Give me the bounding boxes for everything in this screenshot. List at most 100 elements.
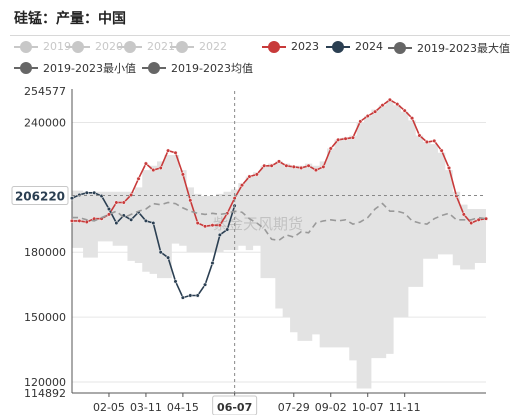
data-point-2023 (114, 200, 119, 205)
data-point-2023 (217, 223, 222, 228)
data-point-2024 (225, 227, 230, 232)
legend-label: 2019 (43, 40, 71, 53)
data-point-2023 (84, 219, 89, 225)
legend-item-2024[interactable]: 2024 (326, 40, 383, 53)
data-point-2023 (410, 116, 415, 121)
data-point-2024 (203, 282, 208, 287)
legend-label: 2022 (199, 40, 227, 53)
data-point-2023 (129, 192, 134, 197)
legend-label: 2019-2023最小值 (43, 62, 136, 75)
data-point-2023 (121, 200, 126, 205)
legend-label: 2024 (355, 40, 383, 53)
data-point-2023 (247, 174, 252, 179)
y-tick-label: 240000 (24, 117, 66, 130)
legend-label: 2019-2023最大值 (417, 42, 510, 55)
data-point-2023 (343, 136, 348, 141)
data-point-2023 (158, 165, 163, 170)
legend-item-2019-2023最小值[interactable]: 2019-2023最小值 (14, 60, 136, 76)
legend-label: 2020 (95, 40, 123, 53)
data-point-2023 (306, 163, 311, 168)
data-point-2023 (262, 163, 267, 168)
data-point-2024 (180, 295, 185, 300)
data-point-2024 (195, 293, 200, 298)
chart-title: 硅锰：产量：中国 (14, 11, 126, 27)
legend-marker-icon (14, 62, 38, 74)
data-point-2023 (365, 113, 370, 119)
data-point-2023 (254, 172, 259, 177)
legend-item-2023[interactable]: 2023 (262, 40, 319, 53)
data-point-2023 (180, 172, 185, 177)
x-tick-label: 04-15 (167, 401, 199, 414)
legend-marker-icon (388, 42, 412, 54)
data-point-2024 (173, 279, 178, 284)
data-point-2023 (166, 148, 171, 153)
series-line-2019-2023均值 (72, 201, 487, 242)
data-point-2023 (188, 198, 193, 203)
data-point-2023 (69, 218, 75, 223)
data-point-2023 (358, 119, 363, 124)
data-point-2024 (69, 196, 75, 201)
data-point-2024 (92, 190, 97, 195)
data-point-2024 (106, 206, 112, 212)
data-point-2023 (313, 168, 319, 173)
legend-marker-icon (326, 40, 350, 53)
legend-marker-icon (170, 40, 194, 53)
data-point-2024 (210, 260, 215, 266)
data-point-2024 (158, 250, 163, 255)
data-point-2024 (166, 255, 171, 260)
x-tick-label: 09-02 (315, 401, 347, 414)
x-tick-label: 02-05 (93, 401, 125, 414)
legend-label: 2019-2023均值 (171, 62, 253, 75)
data-point-2023 (476, 217, 481, 222)
legend-label: 2023 (291, 40, 319, 53)
data-point-2024 (84, 190, 89, 195)
x-tick-label: 10-07 (352, 401, 384, 414)
x-tick-label: 06-07 (217, 401, 252, 414)
y-tick-label: 120000 (24, 376, 66, 389)
legend-item-2022[interactable]: 2022 (170, 40, 227, 53)
legend-item-2019[interactable]: 2019 (14, 40, 71, 53)
data-point-2024 (143, 218, 148, 223)
data-point-2023 (210, 223, 215, 228)
data-point-2024 (188, 293, 193, 298)
data-point-2023 (387, 97, 392, 102)
data-point-2023 (328, 146, 333, 151)
crosshair-x-box (212, 395, 258, 415)
data-point-2024 (217, 232, 222, 237)
data-point-2024 (77, 192, 82, 197)
x-tick-label: 07-29 (278, 401, 310, 414)
data-point-2023 (469, 220, 474, 226)
legend-marker-icon (14, 40, 38, 53)
legend-label: 2021 (147, 40, 175, 53)
data-point-2023 (380, 103, 385, 108)
data-point-2023 (299, 165, 304, 170)
data-point-2024 (129, 217, 134, 222)
data-point-2023 (336, 137, 341, 142)
data-point-2023 (439, 148, 444, 153)
legend-marker-icon (118, 40, 142, 53)
y-tick-label: 150000 (24, 311, 66, 324)
range-band (72, 100, 486, 389)
crosshair-value-box (11, 186, 69, 206)
legend-item-2019-2023最大值[interactable]: 2019-2023最大值 (388, 40, 510, 56)
data-point-2023 (461, 212, 466, 217)
data-point-2023 (432, 138, 437, 143)
legend-marker-icon (66, 40, 90, 53)
x-tick-label: 03-11 (130, 401, 162, 414)
data-point-2023 (373, 109, 378, 114)
legend-marker-icon (142, 62, 166, 74)
y-min-label: 114892 (24, 387, 66, 400)
legend-item-2019-2023均值[interactable]: 2019-2023均值 (142, 60, 253, 76)
data-point-2023 (203, 224, 208, 229)
data-point-2023 (321, 164, 326, 169)
data-point-2023 (417, 133, 422, 138)
data-point-2023 (424, 139, 429, 145)
data-point-2023 (291, 164, 296, 169)
legend-item-2020[interactable]: 2020 (66, 40, 123, 53)
data-point-2023 (395, 102, 400, 107)
data-point-2023 (350, 135, 355, 140)
data-point-2024 (151, 220, 156, 226)
legend-item-2021[interactable]: 2021 (118, 40, 175, 53)
legend-marker-icon (262, 40, 286, 53)
